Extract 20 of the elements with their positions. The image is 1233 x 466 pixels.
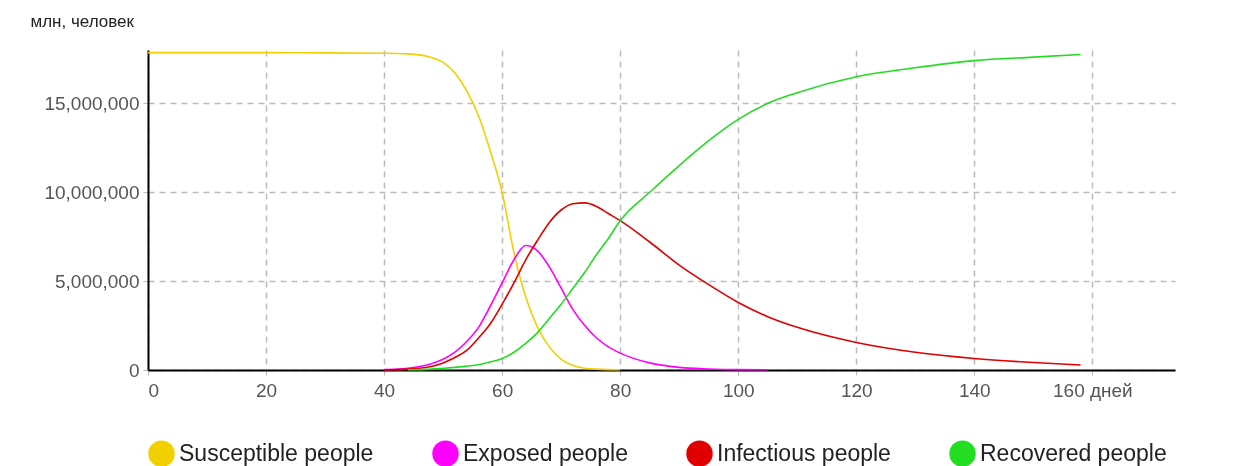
x-tick-label: 20 <box>255 379 278 401</box>
x-tick-label: 100 <box>722 379 755 401</box>
line-series <box>406 53 1082 371</box>
x-tick-label: 120 <box>840 379 873 401</box>
x-tick-label: 0 <box>148 379 160 401</box>
legend-label: Susceptible people <box>179 439 374 466</box>
y-tick-label: 10,000,000 <box>44 181 140 203</box>
legend-label: Exposed people <box>463 439 628 466</box>
y-tick-label: 15,000,000 <box>44 92 140 114</box>
x-tick-label: 80 <box>610 379 632 401</box>
x-tick-label: 160 дней <box>1052 379 1133 401</box>
y-tick-label: 0 <box>128 359 140 381</box>
legend-label: Infectious people <box>717 439 891 466</box>
line-series <box>383 202 1082 371</box>
y-tick-label: 5,000,000 <box>54 270 140 292</box>
x-tick-label: 60 <box>492 379 514 401</box>
legend-label: Recovered people <box>980 439 1167 466</box>
y-axis-title: млн, человек <box>30 11 135 31</box>
x-tick-label: 140 <box>958 379 991 401</box>
x-tick-label: 40 <box>374 379 396 401</box>
